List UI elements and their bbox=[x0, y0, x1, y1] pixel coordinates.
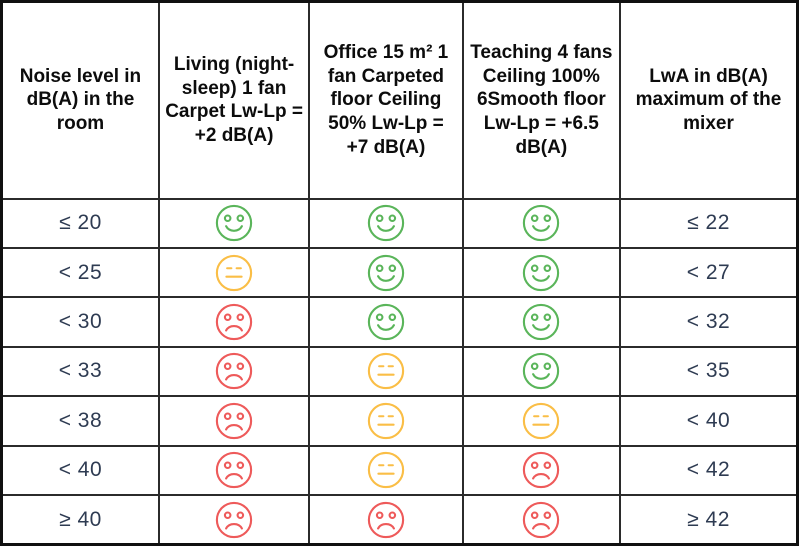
sad-face-icon bbox=[367, 501, 405, 538]
office-rating-cell bbox=[308, 395, 464, 447]
table-header: Noise level in dB(A) in the room Living … bbox=[0, 0, 799, 200]
table-body: ≤ 20 ≤ 22 < 25 < 27 < 30 < 32 < 33 < 35 < 38 < 40… bbox=[0, 197, 799, 546]
noise-level-cell: ≥ 40 bbox=[0, 494, 160, 546]
lwa-max-cell: ≤ 22 bbox=[619, 197, 799, 249]
lwa-max-cell: < 35 bbox=[619, 345, 799, 398]
office-rating-cell bbox=[308, 296, 464, 348]
lwa-max-cell: ≥ 42 bbox=[619, 494, 799, 546]
noise-level-cell: < 38 bbox=[0, 395, 160, 447]
lwa-max-cell: < 42 bbox=[619, 444, 799, 497]
office-rating-cell bbox=[308, 197, 464, 249]
office-rating-cell bbox=[308, 494, 464, 546]
teaching-rating-cell bbox=[461, 494, 622, 546]
teaching-rating-cell bbox=[461, 444, 622, 497]
living-rating-cell bbox=[157, 444, 311, 497]
happy-face-icon bbox=[367, 254, 405, 291]
table-row: ≤ 20 ≤ 22 bbox=[0, 197, 799, 249]
living-rating-cell bbox=[157, 494, 311, 546]
teaching-rating-cell bbox=[461, 197, 622, 249]
sad-face-icon bbox=[215, 353, 253, 390]
sad-face-icon bbox=[215, 501, 253, 538]
teaching-rating-cell bbox=[461, 345, 622, 398]
noise-level-cell: < 30 bbox=[0, 296, 160, 348]
column-header-teaching: Teaching 4 fans Ceiling 100% 6Smooth flo… bbox=[461, 0, 622, 200]
happy-face-icon bbox=[523, 205, 560, 242]
noise-level-cell: < 33 bbox=[0, 345, 160, 398]
teaching-rating-cell bbox=[461, 296, 622, 348]
office-rating-cell bbox=[308, 345, 464, 398]
column-header-noise-level: Noise level in dB(A) in the room bbox=[0, 0, 160, 200]
column-header-living: Living (night-sleep) 1 fan Carpet Lw-Lp … bbox=[157, 0, 311, 200]
table-row: < 25 < 27 bbox=[0, 246, 799, 299]
table-row: ≥ 40 ≥ 42 bbox=[0, 494, 799, 546]
neutral-face-icon bbox=[215, 254, 253, 291]
happy-face-icon bbox=[523, 353, 560, 390]
lwa-max-cell: < 40 bbox=[619, 395, 799, 447]
table-row: < 30 < 32 bbox=[0, 296, 799, 348]
lwa-max-cell: < 32 bbox=[619, 296, 799, 348]
noise-level-cell: < 25 bbox=[0, 246, 160, 299]
office-rating-cell bbox=[308, 444, 464, 497]
lwa-max-cell: < 27 bbox=[619, 246, 799, 299]
living-rating-cell bbox=[157, 345, 311, 398]
sad-face-icon bbox=[523, 501, 560, 538]
living-rating-cell bbox=[157, 296, 311, 348]
noise-level-cell: ≤ 20 bbox=[0, 197, 160, 249]
happy-face-icon bbox=[523, 254, 560, 291]
happy-face-icon bbox=[215, 205, 253, 242]
sad-face-icon bbox=[523, 452, 560, 489]
sad-face-icon bbox=[215, 452, 253, 489]
noise-level-cell: < 40 bbox=[0, 444, 160, 497]
column-header-lwa-max: LwA in dB(A) maximum of the mixer bbox=[619, 0, 799, 200]
office-rating-cell bbox=[308, 246, 464, 299]
table-row: < 33 < 35 bbox=[0, 345, 799, 398]
column-header-office: Office 15 m² 1 fan Carpeted floor Ceilin… bbox=[308, 0, 464, 200]
neutral-face-icon bbox=[367, 353, 405, 390]
living-rating-cell bbox=[157, 395, 311, 447]
teaching-rating-cell bbox=[461, 395, 622, 447]
living-rating-cell bbox=[157, 246, 311, 299]
sad-face-icon bbox=[215, 303, 253, 341]
table-row: < 38 < 40 bbox=[0, 395, 799, 447]
header-row: Noise level in dB(A) in the room Living … bbox=[0, 0, 799, 200]
happy-face-icon bbox=[523, 303, 560, 341]
teaching-rating-cell bbox=[461, 246, 622, 299]
neutral-face-icon bbox=[367, 452, 405, 489]
living-rating-cell bbox=[157, 197, 311, 249]
happy-face-icon bbox=[367, 205, 405, 242]
happy-face-icon bbox=[367, 303, 405, 341]
table-row: < 40 < 42 bbox=[0, 444, 799, 497]
neutral-face-icon bbox=[523, 402, 560, 440]
sad-face-icon bbox=[215, 402, 253, 440]
neutral-face-icon bbox=[367, 402, 405, 440]
